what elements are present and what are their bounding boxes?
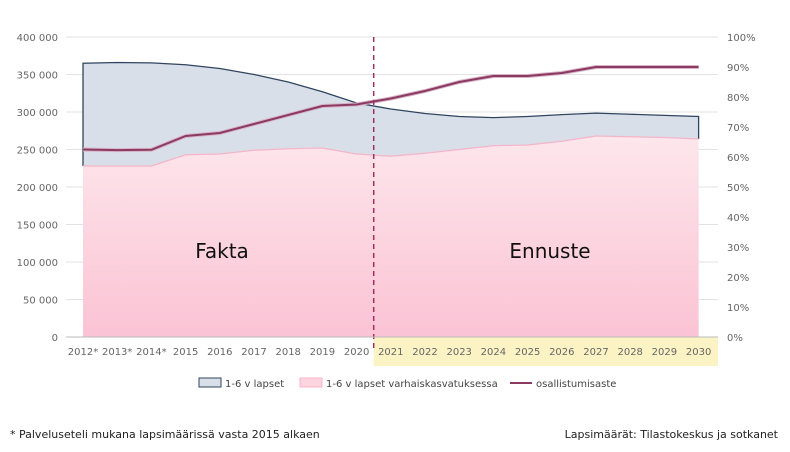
legend-swatch-total (198, 377, 222, 388)
series-rate-line (82, 66, 699, 152)
y-right-tick-label: 80% (727, 93, 749, 104)
x-tick-label: 2014* (136, 347, 166, 358)
x-tick-label: 2022 (412, 347, 437, 358)
series-vaka-line (83, 135, 699, 167)
x-tick-label: 2020 (344, 347, 369, 358)
footnote-source: Lapsimäärät: Tilastokeskus ja sotkanet (564, 428, 778, 441)
y-left-tick-label: 200 000 (17, 183, 58, 194)
x-tick-label: 2024 (481, 347, 506, 358)
x-tick-label: 2012* (68, 347, 98, 358)
x-tick-label: 2018 (275, 347, 300, 358)
legend-swatch-vaka (299, 377, 323, 388)
forecast-label: Ennuste (509, 239, 590, 263)
y-left-tick-label: 50 000 (23, 296, 58, 307)
x-tick-label: 2013* (102, 347, 132, 358)
x-tick-label: 2027 (583, 347, 608, 358)
y-right-tick-label: 0% (727, 333, 743, 344)
legend-label-total: 1-6 v lapset (225, 379, 284, 390)
y-right-tick-label: 90% (727, 63, 749, 74)
x-tick-label: 2025 (515, 347, 540, 358)
y-left-tick-label: 100 000 (17, 258, 58, 269)
forecast-band (373, 337, 718, 366)
footnote-palveluseteli: * Palveluseteli mukana lapsimäärissä vas… (10, 428, 320, 441)
y-right-tick-label: 100% (727, 33, 756, 44)
x-tick-label: 2017 (241, 347, 266, 358)
x-tick-label: 2026 (549, 347, 574, 358)
y-left-tick-label: 250 000 (17, 146, 58, 157)
y-right-tick-label: 60% (727, 153, 749, 164)
x-tick-label: 2028 (617, 347, 642, 358)
series-vaka-area (83, 136, 699, 337)
y-right-tick-label: 10% (727, 303, 749, 314)
x-tick-label: 2029 (652, 347, 677, 358)
x-tick-label: 2021 (378, 347, 403, 358)
y-left-tick-label: 0 (52, 333, 58, 344)
y-right-tick-label: 30% (727, 243, 749, 254)
legend-label-rate: osallistumisaste (536, 379, 616, 390)
y-right-tick-label: 20% (727, 273, 749, 284)
x-tick-label: 2015 (173, 347, 198, 358)
y-left-tick-label: 350 000 (17, 71, 58, 82)
x-tick-label: 2016 (207, 347, 232, 358)
legend-label-vaka: 1-6 v lapset varhaiskasvatuksessa (326, 379, 498, 390)
x-tick-label: 2023 (446, 347, 471, 358)
x-tick-label: 2019 (310, 347, 335, 358)
series-total-line (82, 61, 700, 166)
fact-label: Fakta (195, 239, 249, 263)
y-right-tick-label: 50% (727, 183, 749, 194)
x-tick-label: 2030 (686, 347, 711, 358)
y-left-tick-label: 400 000 (17, 33, 58, 44)
y-left-tick-label: 300 000 (17, 108, 58, 119)
y-right-tick-label: 40% (727, 213, 749, 224)
y-right-tick-label: 70% (727, 123, 749, 134)
y-left-tick-label: 150 000 (17, 221, 58, 232)
